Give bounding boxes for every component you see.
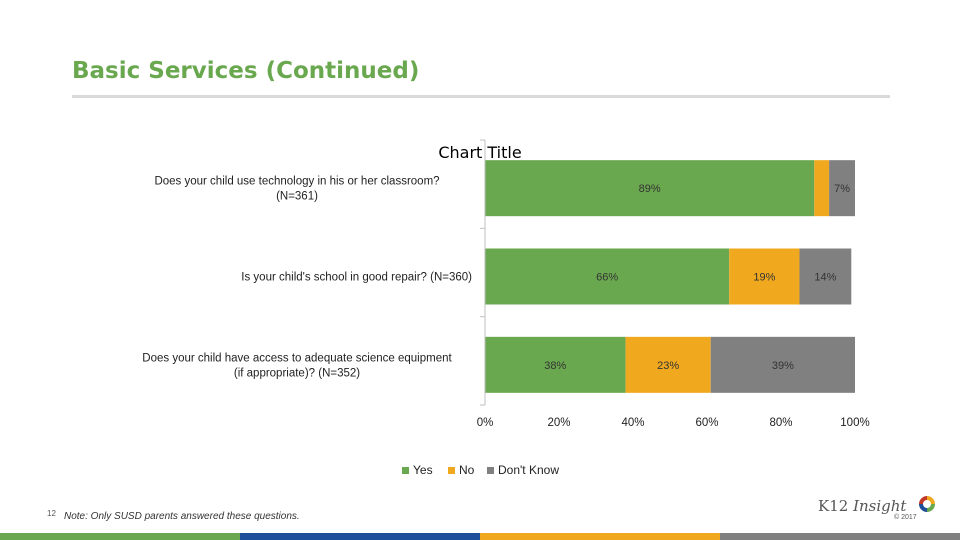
category-label: (N=361): [276, 191, 318, 203]
category-label: Does your child have access to adequate …: [142, 352, 452, 364]
legend-swatch: [402, 467, 409, 474]
data-label: 19%: [753, 272, 775, 284]
footnote: Note: Only SUSD parents answered these q…: [64, 511, 300, 522]
bar-1-yes: [485, 160, 815, 217]
bar-2-yes: [485, 248, 730, 305]
bar-2-don-t-know: [799, 248, 852, 305]
category-label: Does your child use technology in his or…: [154, 176, 439, 188]
legend-label: Don't Know: [498, 463, 559, 477]
k12-insight-logo: K12 Insight © 2017: [818, 494, 938, 524]
data-label: 66%: [596, 272, 618, 284]
legend-label: Yes: [413, 463, 433, 477]
bottom-color-strip: [0, 533, 960, 540]
data-label: 14%: [814, 272, 836, 284]
x-tick-label: 0%: [477, 417, 494, 429]
x-tick-label: 20%: [547, 417, 570, 429]
data-label: 39%: [772, 360, 794, 372]
strip-segment-1: [0, 533, 240, 540]
stacked-bar-chart: Chart Title 89% 7% Does your child use tech…: [142, 139, 870, 477]
category-label: Is your child's school in good repair? (…: [241, 272, 472, 284]
x-tick-label: 40%: [621, 417, 644, 429]
bar-3-no: [625, 336, 711, 393]
x-tick-label: 100%: [840, 417, 869, 429]
logo-ring-icon: [919, 496, 935, 512]
bar-3-yes: [485, 336, 626, 393]
legend-swatch: [487, 467, 494, 474]
logo-wordmark: K12 Insight: [818, 497, 907, 515]
category-label: (if appropriate)? (N=352): [234, 367, 360, 379]
page-number: 12: [47, 509, 56, 518]
x-tick-label: 80%: [769, 417, 792, 429]
data-label: 23%: [657, 360, 679, 372]
title-divider: [72, 95, 890, 98]
data-label: 89%: [639, 183, 661, 195]
strip-segment-4: [720, 533, 960, 540]
chart-title: Chart Title: [438, 143, 521, 162]
bar-3-don-t-know: [710, 336, 855, 393]
legend-label: No: [459, 463, 475, 477]
slide-title: Basic Services (Continued): [72, 58, 420, 84]
bar-2-no: [729, 248, 800, 305]
x-tick-label: 60%: [695, 417, 718, 429]
bar-1-don-t-know: [829, 160, 855, 217]
legend-swatch: [448, 467, 455, 474]
strip-segment-2: [240, 533, 480, 540]
copyright: © 2017: [894, 514, 917, 521]
data-label: 38%: [544, 360, 566, 372]
bar-1-no: [814, 160, 830, 217]
data-label: 7%: [834, 183, 850, 195]
strip-segment-3: [480, 533, 720, 540]
